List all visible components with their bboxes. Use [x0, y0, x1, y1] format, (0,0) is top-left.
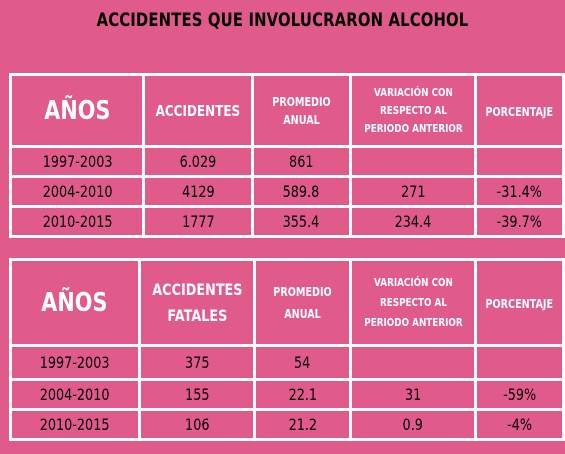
cell-average: 22.1 — [253, 378, 352, 411]
cell-variation — [348, 344, 478, 381]
page-title: ACCIDENTES QUE INVOLUCRARON ALCOHOL — [96, 9, 469, 31]
cell-variation: 271 — [348, 175, 478, 208]
cell-accidents: 1777 — [142, 205, 254, 238]
cell-average: 54 — [253, 344, 352, 381]
cell-percentage: -31.4% — [474, 175, 565, 208]
cell-average: 21.2 — [253, 408, 352, 441]
cell-percentage: -4% — [474, 408, 565, 441]
alcohol-accidents-table: AÑOS ACCIDENTES PROMEDIO ANUAL VARIACIÓN… — [8, 73, 565, 238]
cell-accidents: 155 — [137, 378, 257, 411]
table-row: 1997-2003 6.029 861 — [8, 145, 565, 178]
cell-average: 589.8 — [250, 175, 352, 208]
table-row: 2010-2015 106 21.2 0.9 -4% — [9, 408, 565, 441]
cell-period: 1997-2003 — [9, 344, 141, 381]
header-years: AÑOS — [9, 258, 141, 347]
header-fatal-accidents: ACCIDENTES FATALES — [137, 258, 257, 347]
table-row: 2010-2015 1777 355.4 234.4 -39.7% — [8, 205, 565, 238]
table-row: 1997-2003 375 54 — [9, 344, 565, 381]
table-row: 2004-2010 155 22.1 31 -59% — [9, 378, 565, 411]
header-variation: VARIACIÓN CON RESPECTO AL PERIODO ANTERI… — [348, 73, 478, 148]
table-header-row: AÑOS ACCIDENTES PROMEDIO ANUAL VARIACIÓN… — [8, 73, 565, 148]
cell-variation — [348, 145, 478, 178]
cell-variation: 31 — [348, 378, 478, 411]
cell-percentage: -39.7% — [474, 205, 565, 238]
header-years: AÑOS — [8, 73, 146, 148]
cell-period: 2004-2010 — [8, 175, 146, 208]
cell-variation: 234.4 — [348, 205, 478, 238]
cell-period: 2010-2015 — [9, 408, 141, 441]
cell-average: 861 — [250, 145, 352, 178]
cell-accidents: 106 — [137, 408, 257, 441]
cell-percentage: -59% — [474, 378, 565, 411]
table-header-row: AÑOS ACCIDENTES FATALES PROMEDIO ANUAL V… — [9, 258, 565, 347]
cell-percentage — [474, 344, 565, 381]
header-variation: VARIACIÓN CON RESPECTO AL PERIODO ANTERI… — [348, 258, 478, 347]
table-row: 2004-2010 4129 589.8 271 -31.4% — [8, 175, 565, 208]
header-annual-average: PROMEDIO ANUAL — [250, 73, 352, 148]
fatal-accidents-table: AÑOS ACCIDENTES FATALES PROMEDIO ANUAL V… — [9, 258, 565, 441]
cell-variation: 0.9 — [348, 408, 478, 441]
cell-average: 355.4 — [250, 205, 352, 238]
cell-period: 2010-2015 — [8, 205, 146, 238]
cell-period: 1997-2003 — [8, 145, 146, 178]
header-percentage: PORCENTAJE — [474, 258, 565, 347]
cell-accidents: 4129 — [142, 175, 254, 208]
header-accidents: ACCIDENTES — [142, 73, 254, 148]
cell-accidents: 6.029 — [142, 145, 254, 178]
cell-percentage — [474, 145, 565, 178]
cell-accidents: 375 — [137, 344, 257, 381]
cell-period: 2004-2010 — [9, 378, 141, 411]
header-annual-average: PROMEDIO ANUAL — [253, 258, 352, 347]
header-percentage: PORCENTAJE — [474, 73, 565, 148]
